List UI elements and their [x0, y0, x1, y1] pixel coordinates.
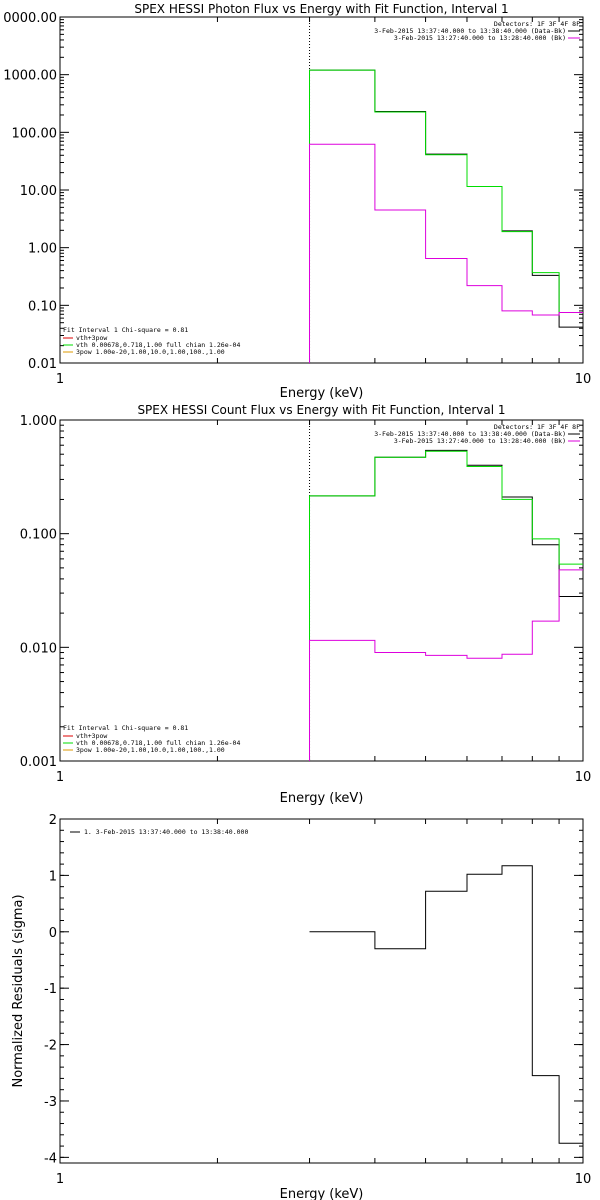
y-tick-label: 0.010: [20, 641, 57, 656]
y-tick-label: 1.00: [28, 242, 57, 257]
legend-entry-label: 3-Feb-2015 13:27:40.000 to 13:28:40.000 …: [394, 437, 566, 445]
x-tick-label: 1: [56, 770, 64, 785]
y-tick-label: 10.00: [20, 184, 57, 199]
y-tick-label: 0000.00: [3, 11, 57, 26]
y-tick-label: 0.10: [28, 299, 57, 314]
x-tick-label: 1: [56, 372, 64, 387]
y-tick-label: -4: [44, 1151, 57, 1166]
legend-entry-label: 3-Feb-2015 13:37:40.000 to 13:38:40.000 …: [374, 430, 566, 438]
y-tick-label: 1.000: [20, 414, 57, 429]
fit-legend-label: vth+3pow: [76, 732, 107, 740]
x-tick-label: 10: [575, 770, 592, 785]
series-line-1: [309, 69, 583, 363]
legend-header: Detectors: 1F 3F 4F 8F: [494, 423, 580, 431]
series-line-2: [309, 69, 583, 363]
y-tick-label: -3: [44, 1095, 57, 1110]
x-axis-label: Energy (keV): [280, 1187, 364, 1200]
series-line-3: [309, 143, 583, 363]
y-tick-label: 0.100: [20, 528, 57, 543]
series-line-3: [309, 569, 583, 761]
x-tick-label: 1: [56, 1172, 64, 1187]
x-tick-label: 10: [575, 1172, 592, 1187]
legend-header: Detectors: 1F 3F 4F 8F: [494, 20, 580, 28]
series-line-1: [309, 449, 583, 761]
series-line-1: [309, 865, 583, 1144]
y-axis-label: Normalized Residuals (sigma): [11, 894, 26, 1087]
fit-legend-label: vth 0.00678,0.718,1.00 full chian 1.26e-…: [76, 739, 240, 747]
fit-legend-header: Fit Interval 1 Chi-square = 0.81: [63, 724, 188, 732]
chart-title: SPEX HESSI Count Flux vs Energy with Fit…: [137, 403, 505, 417]
plot-frame: [59, 419, 584, 762]
y-tick-label: 1000.00: [3, 69, 57, 84]
series-line-2: [309, 450, 583, 761]
y-tick-label: 100.00: [12, 126, 58, 141]
y-tick-label: -2: [44, 1039, 57, 1054]
x-tick-label: 10: [575, 372, 592, 387]
fit-legend-label: 3pow 1.00e-20,1.00,10.0,1.00,100.,1.00: [76, 348, 225, 356]
plot-frame: [59, 818, 584, 1164]
residual-legend-label: 1. 3-Feb-2015 13:37:40.000 to 13:38:40.0…: [84, 828, 248, 836]
y-tick-label: 0.001: [20, 755, 57, 770]
x-axis-label: Energy (keV): [280, 791, 364, 806]
y-tick-label: 1: [49, 869, 57, 884]
chart-panel-1: SPEX HESSI Photon Flux vs Energy with Fi…: [3, 2, 591, 401]
legend-entry-label: 3-Feb-2015 13:27:40.000 to 13:28:40.000 …: [394, 34, 566, 42]
y-tick-label: -1: [44, 982, 57, 997]
chart-panel-2: SPEX HESSI Count Flux vs Energy with Fit…: [20, 403, 591, 806]
fit-legend-label: vth 0.00678,0.718,1.00 full chian 1.26e-…: [76, 341, 240, 349]
fit-legend-header: Fit Interval 1 Chi-square = 0.81: [63, 326, 188, 334]
y-tick-label: 0: [49, 926, 57, 941]
fit-legend-label: 3pow 1.00e-20,1.00,10.0,1.00,100.,1.00: [76, 746, 225, 754]
fit-legend-label: vth+3pow: [76, 334, 107, 342]
x-axis-label: Energy (keV): [280, 386, 364, 401]
y-tick-label: 2: [49, 813, 57, 828]
y-tick-label: 0.01: [28, 357, 57, 372]
legend-entry-label: 3-Feb-2015 13:37:40.000 to 13:38:40.000 …: [374, 27, 566, 35]
chart-title: SPEX HESSI Photon Flux vs Energy with Fi…: [134, 2, 508, 16]
chart-panel-3: 1 10 -4 -3 -2 -1 0 1 2 Energy (keV) Normalized Res…: [11, 813, 591, 1200]
